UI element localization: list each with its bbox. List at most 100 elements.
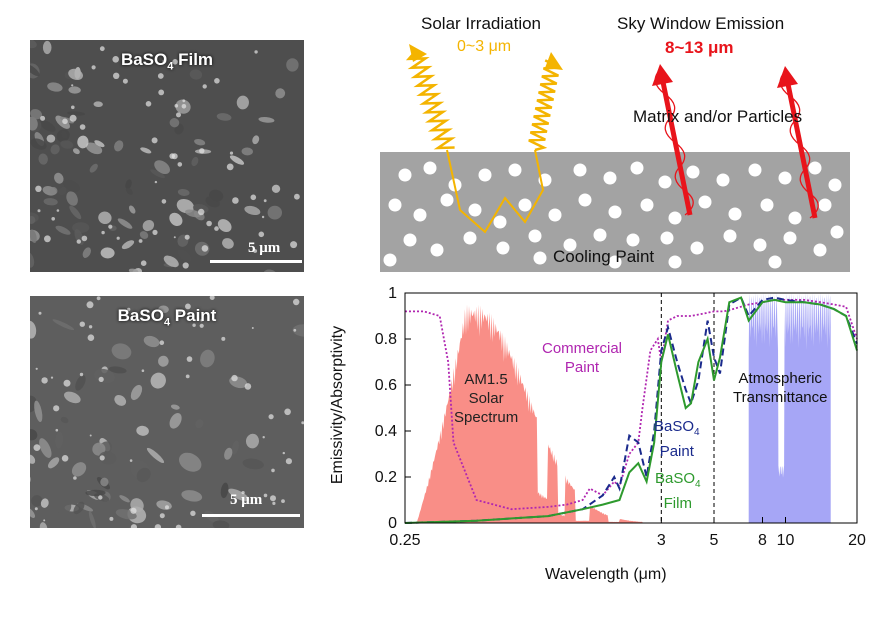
sem-highlight xyxy=(254,50,258,54)
sem-grain xyxy=(30,106,32,118)
sem-highlight xyxy=(79,372,84,377)
sem-grain xyxy=(30,109,43,120)
sem-highlight xyxy=(173,236,176,239)
paint-particle xyxy=(403,233,417,247)
sem-grain xyxy=(71,462,87,477)
sem-grain xyxy=(267,205,282,220)
sem-grain xyxy=(47,457,60,469)
annotation-line: Paint xyxy=(564,359,600,376)
sky-range: 8~13 μm xyxy=(665,38,734,57)
sem-grain xyxy=(111,343,132,360)
sem-grain xyxy=(52,319,75,331)
sem-grain xyxy=(31,495,43,507)
sem-highlight xyxy=(145,101,152,107)
sem-highlight xyxy=(198,208,205,216)
sem-highlight xyxy=(177,162,183,167)
paint-particle xyxy=(748,163,762,177)
scale-bar xyxy=(202,514,300,517)
sem-grain xyxy=(163,255,179,268)
sem-highlight xyxy=(293,328,297,332)
scale-bar xyxy=(210,260,302,263)
paint-label: Cooling Paint xyxy=(553,247,655,266)
x-tick-label: 8 xyxy=(758,532,767,549)
plot-frame xyxy=(404,292,858,524)
sem-grain xyxy=(194,138,206,146)
sem-grain xyxy=(55,431,64,449)
sem-highlight xyxy=(33,444,41,451)
sem-grain xyxy=(68,68,83,81)
sem-grain xyxy=(212,520,230,528)
sem-grain xyxy=(39,120,56,132)
sem-grain xyxy=(128,205,136,214)
sem-highlight xyxy=(200,319,203,322)
sem-highlight xyxy=(232,197,239,204)
y-tick-label: 0.8 xyxy=(375,331,397,348)
sem-grain xyxy=(54,172,64,184)
sem-highlight xyxy=(290,241,298,249)
sem-grain xyxy=(185,209,202,218)
cooling-paint-schematic: Solar Irradiation 0~3 μm Sky Window Emis… xyxy=(375,0,885,285)
paint-particle xyxy=(413,208,427,222)
paint-particle xyxy=(728,207,742,221)
sem-grain xyxy=(64,391,81,404)
sem-highlight xyxy=(130,524,137,528)
sem-grain xyxy=(73,501,85,515)
paint-particle xyxy=(640,198,654,212)
sem-grain xyxy=(220,482,229,499)
solar-scatter-path xyxy=(446,149,545,234)
sem-highlight xyxy=(34,507,38,511)
sem-highlight xyxy=(140,260,147,266)
sem-highlight xyxy=(169,153,175,159)
sem-highlight xyxy=(263,493,268,498)
sem-grain xyxy=(94,140,105,148)
paint-particle xyxy=(548,208,562,222)
emissivity-chart: 0.25 3 5 8 10 20 0 0.2 0.4 0.6 0.8 1 Wavelength (μm… xyxy=(329,284,885,616)
sem-grain xyxy=(286,58,299,72)
sem-highlight xyxy=(221,336,226,341)
sem-grain xyxy=(30,40,37,49)
annotation-baso4-paint: BaSO4 Paint xyxy=(654,417,700,461)
sem-highlight xyxy=(63,379,71,387)
sem-highlight xyxy=(99,46,105,52)
sem-highlight xyxy=(258,231,265,238)
sem-highlight xyxy=(185,374,190,379)
sem-grain xyxy=(191,156,199,167)
sem-highlight xyxy=(51,217,55,221)
sem-highlight xyxy=(43,519,46,522)
sem-highlight xyxy=(268,414,274,420)
sem-highlight xyxy=(122,78,128,84)
sem-highlight xyxy=(176,309,182,315)
sem-grain xyxy=(114,395,127,406)
atmospheric-transmittance-area xyxy=(748,293,831,523)
sem-grain xyxy=(205,196,220,208)
sem-grain xyxy=(89,163,98,173)
sem-grain xyxy=(231,440,240,455)
paint-particle xyxy=(493,215,507,229)
sem-grain xyxy=(49,187,58,195)
sem-grain xyxy=(121,240,135,250)
sem-grain xyxy=(63,179,80,193)
sem-grain xyxy=(150,372,166,389)
paint-particle xyxy=(723,229,737,243)
paint-particle xyxy=(813,243,827,257)
sem-highlight xyxy=(101,230,105,235)
am15-spectrum-area xyxy=(416,304,643,523)
sem-highlight xyxy=(192,323,196,327)
paint-particle xyxy=(828,178,842,192)
sem-grain xyxy=(258,116,275,123)
paint-particle xyxy=(388,198,402,212)
sem-highlight xyxy=(262,436,265,439)
paint-particle xyxy=(423,161,437,175)
paint-particles xyxy=(383,161,844,269)
sem-grain xyxy=(88,510,96,528)
sem-grain xyxy=(69,205,82,220)
sem-highlight xyxy=(271,468,275,473)
sem-highlight xyxy=(284,408,291,416)
paint-particle xyxy=(563,238,577,252)
x-tick-label: 3 xyxy=(657,532,666,549)
sem-grain xyxy=(252,135,260,145)
sem-image-baso4-film: BaSO4 Film 5 μm xyxy=(30,40,304,272)
sem-grain xyxy=(60,140,74,149)
paint-particle xyxy=(383,253,397,267)
sem-grain xyxy=(195,419,204,429)
